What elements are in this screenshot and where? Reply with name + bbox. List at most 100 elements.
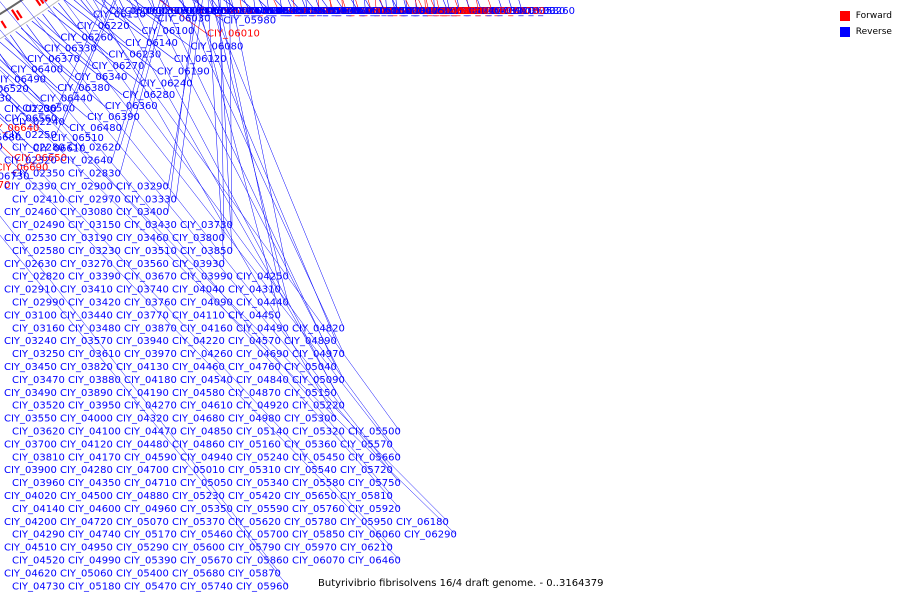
map-caption: Butyrivibrio fibrisolvens 16/4 draft gen…: [318, 578, 604, 589]
leader-line: [119, 0, 125, 12]
gene-label: CIY_05860: [236, 556, 289, 567]
leader-line: [64, 0, 158, 72]
gene-label: CIY_05240: [236, 452, 289, 463]
gene-label: CIY_04590: [124, 452, 177, 463]
gene-label: CIY_05440: [279, 6, 332, 17]
gene-label: CIY_02890: [435, 6, 488, 17]
gene-label: CIY_04220: [172, 336, 225, 347]
gene-label: CIY_05060: [60, 568, 113, 579]
gene-label: CIY_03910: [482, 6, 535, 17]
gene-label: CIY_03900: [4, 465, 57, 476]
leader-line: [0, 215, 281, 574]
gene-label: CIY_06720: [0, 141, 3, 152]
gene-label: CIY_03560: [116, 259, 169, 270]
leader-line: [0, 128, 393, 548]
gene-label: CIY_04230: [407, 6, 460, 17]
gene-label: CIY_06060: [348, 530, 401, 541]
gene-label: CIY_06090: [109, 6, 162, 17]
leader-line: [0, 54, 401, 510]
gene-label: CIY_02910: [4, 285, 57, 296]
gene-label: CIY_04540: [180, 375, 233, 386]
gene-label: CIY_06130: [93, 10, 146, 21]
gene-label: CIY_04320: [116, 414, 169, 425]
gene-label: CIY_04180: [124, 375, 177, 386]
gene-label: CIY_05020: [282, 6, 335, 17]
gene-label: CIY_06610: [33, 143, 86, 154]
gene-label: CIY_05950: [340, 517, 393, 528]
gene-label: CIY_03590: [460, 6, 513, 17]
gene-label: CIY_03580: [416, 6, 469, 17]
leader-line: [211, 0, 289, 303]
gene-label: CIY_05980: [223, 16, 276, 27]
gene-label: CIY_05610: [250, 6, 303, 17]
leader-line: [0, 29, 393, 497]
gene-label: CIY_05930: [189, 6, 242, 17]
gene-label: CIY_05100: [358, 6, 411, 17]
gene-label: CIY_04910: [333, 6, 386, 17]
gene-label: CIY_02970: [68, 194, 121, 205]
gene-label: CIY_04750: [398, 6, 451, 17]
gene-label: CIY_05760: [292, 504, 345, 515]
gene-label: CIY_05210: [255, 6, 308, 17]
gene-label: CIY_05370: [172, 517, 225, 528]
gene-label: CIY_05090: [292, 375, 345, 386]
gene-label: CIY_04020: [4, 491, 57, 502]
gene-label: CIY_05530: [265, 6, 318, 17]
leader-line: [192, 0, 337, 342]
gene-label: CIY_03440: [60, 310, 113, 321]
gene-label: CIY_04550: [424, 6, 477, 17]
leader-line: [37, 17, 92, 67]
gene-label: CIY_04960: [124, 504, 177, 515]
leader-line: [231, 0, 289, 277]
leader-line: [218, 0, 281, 290]
leader-line: [0, 143, 15, 159]
legend-label: Forward: [855, 11, 892, 21]
leader-line: [167, 0, 196, 213]
gene-label: CIY_05160: [228, 439, 281, 450]
leader-line: [207, 0, 225, 264]
gene-label: CIY_06500: [22, 104, 75, 115]
gene-label: CIY_05040: [284, 362, 337, 373]
gene-label: CIY_05840: [205, 6, 258, 17]
gene-label: CIY_06440: [40, 94, 93, 105]
gene-label: CIY_03740: [116, 285, 169, 296]
gene-label: CIY_04560: [331, 6, 384, 17]
gene-label: CIY_04760: [228, 362, 281, 373]
gene-label: CIY_06490: [0, 74, 46, 85]
gene-label: CIY_03930: [172, 259, 225, 270]
leader-line: [0, 53, 11, 70]
gene-label: CIY_04880: [116, 491, 169, 502]
gene-label: CIY_05740: [180, 581, 233, 592]
gene-label: CIY_05300: [284, 414, 337, 425]
gene-label: CIY_04950: [60, 543, 113, 554]
leader-line: [133, 0, 158, 19]
gene-label: CIY_03420: [68, 298, 121, 309]
gene-label: CIY_02320: [4, 156, 57, 167]
gene-label: CIY_04850: [180, 427, 233, 438]
gene-label: CIY_03380: [469, 6, 522, 17]
gene-label: CIY_05350: [180, 504, 233, 515]
gene-label: CIY_04800: [385, 6, 438, 17]
gene-label: CIY_04610: [180, 401, 233, 412]
gene-label: CIY_04520: [12, 556, 65, 567]
gene-label: CIY_04190: [116, 388, 169, 399]
leader-line: [0, 234, 289, 587]
gene-label: CIY_05290: [116, 543, 169, 554]
label-leader-lines: [0, 0, 523, 587]
gene-label: CIY_03820: [60, 362, 113, 373]
gene-label: CIY_03880: [68, 375, 121, 386]
gene-label: CIY_05110: [269, 6, 322, 17]
leader-line: [0, 66, 70, 129]
gene-label: CIY_04920: [236, 401, 289, 412]
gene-label: CIY_06650: [14, 153, 67, 164]
feature-track: [0, 0, 48, 29]
gene-label: CIY_03980: [429, 6, 482, 17]
gene-label: CIY_04470: [124, 427, 177, 438]
gene-label: CIY_05260: [293, 6, 346, 17]
gene-label: CIY_06030: [158, 14, 211, 25]
gene-label: CIY_04440: [236, 298, 289, 309]
gene-label: CIY_05800: [255, 6, 308, 17]
gene-label: CIY_03240: [4, 336, 57, 347]
gene-label: CIY_05340: [236, 478, 289, 489]
gene-label: CIY_06290: [404, 530, 457, 541]
